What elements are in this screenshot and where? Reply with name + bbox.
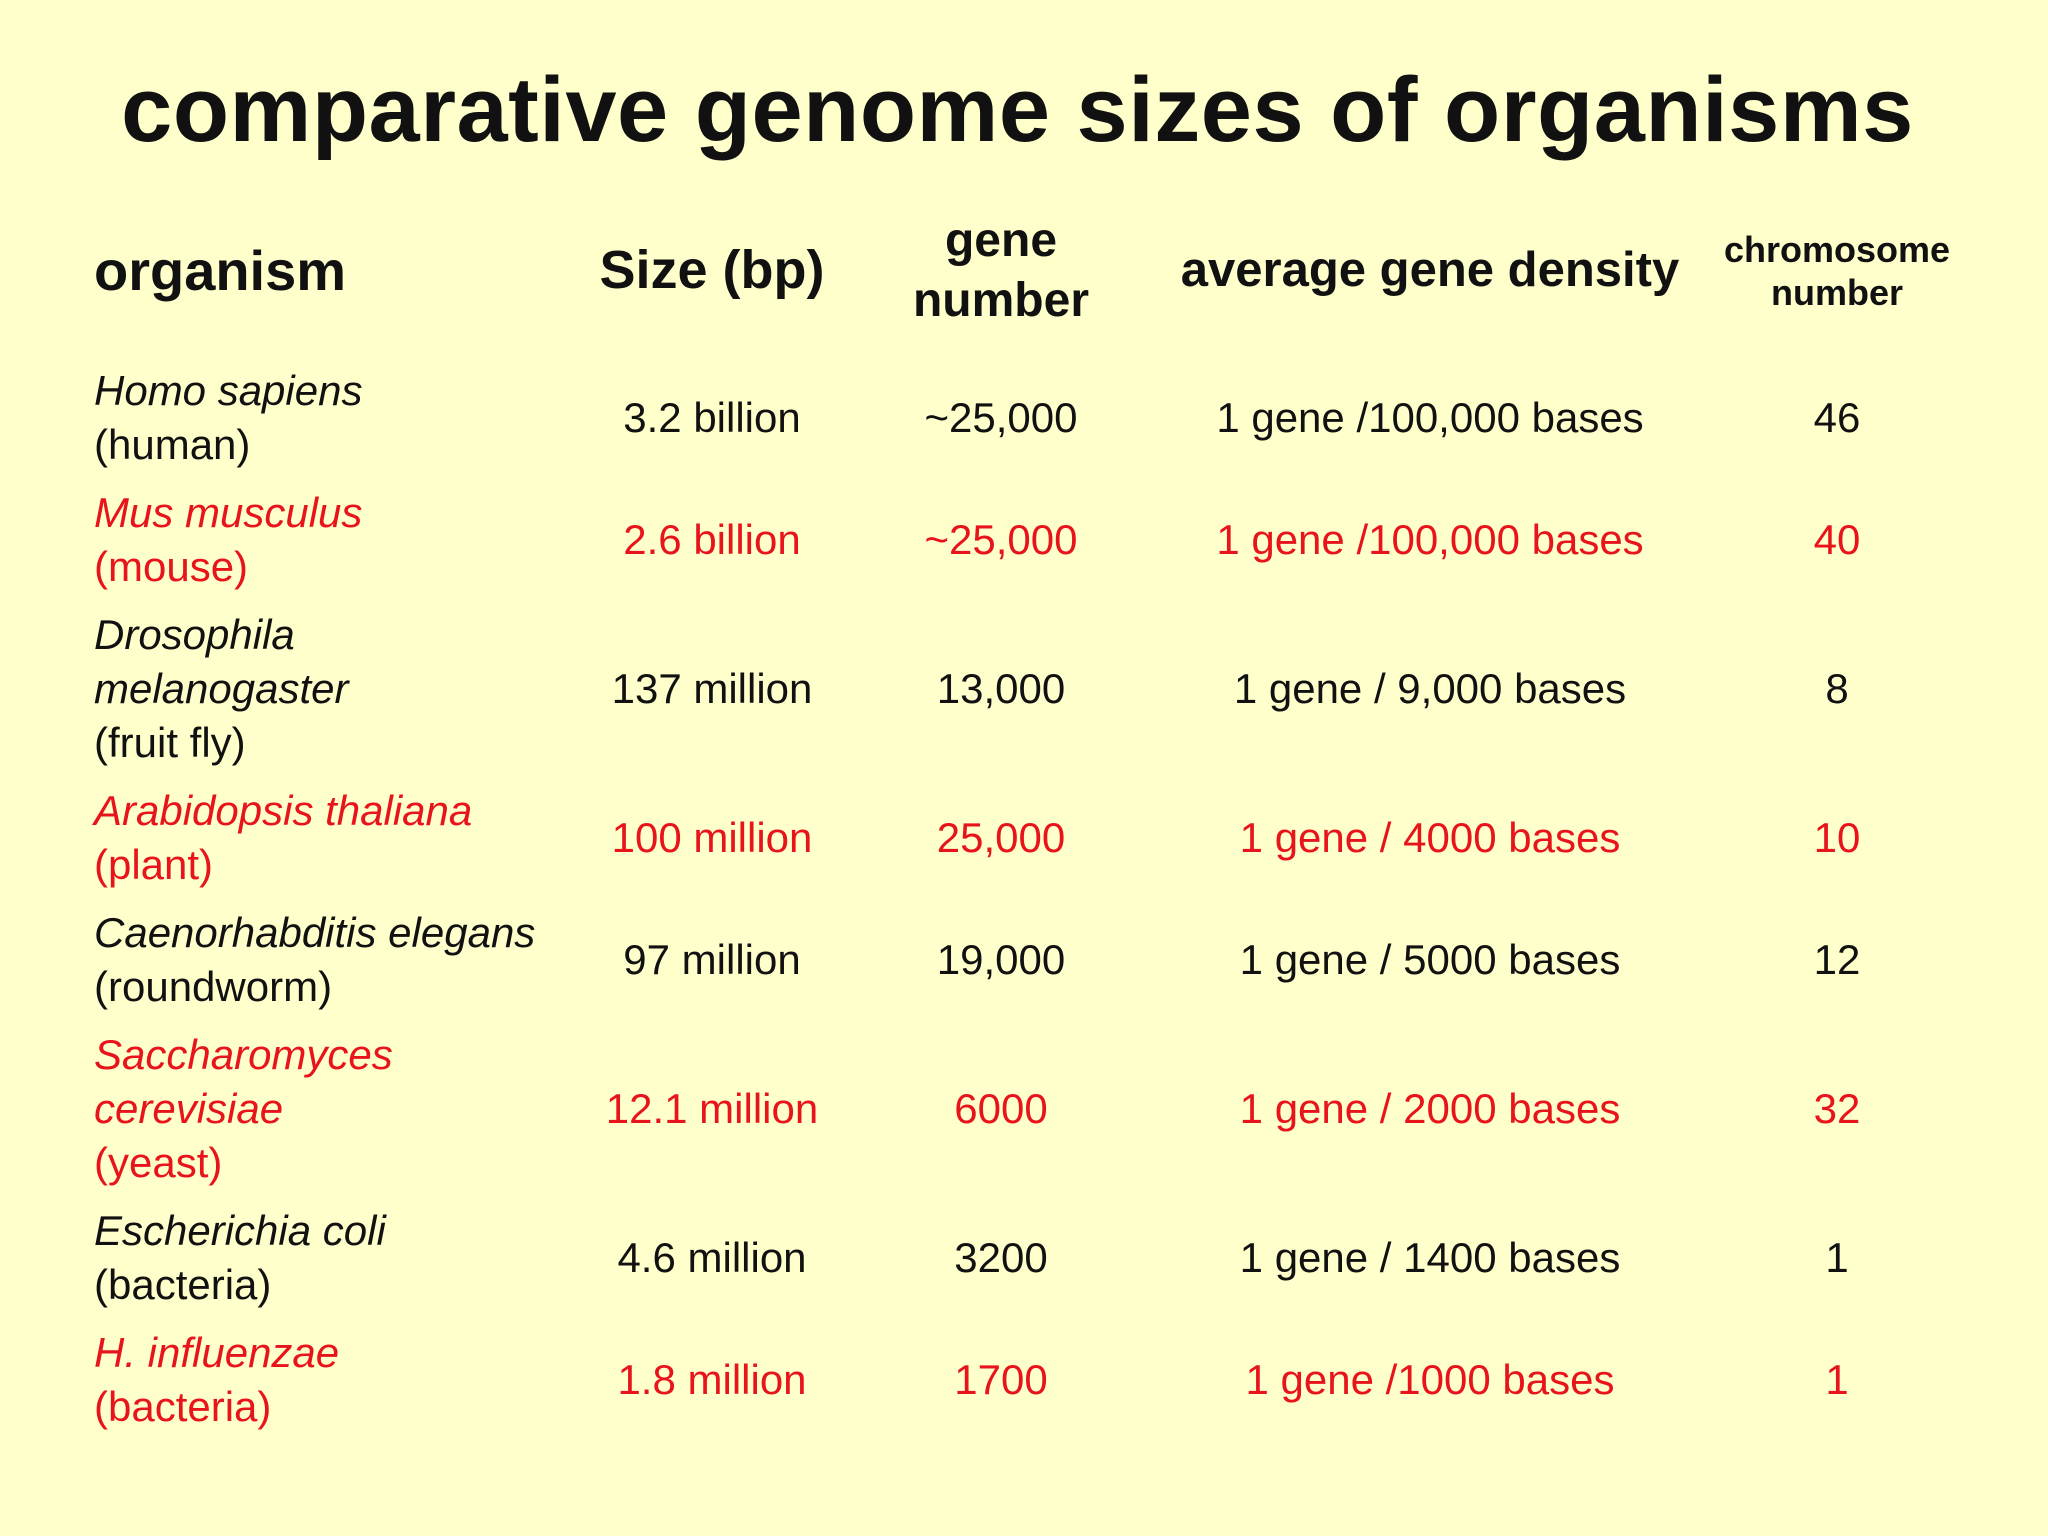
common-name: (roundworm) bbox=[94, 963, 333, 1010]
chromosome-number-cell: 46 bbox=[1813, 394, 1861, 441]
table-row: Arabidopsis thaliana (plant) 100 million 25… bbox=[80, 777, 1968, 899]
organism-cell: Escherichia coli (bacteria) bbox=[80, 1197, 576, 1319]
table-row: Mus musculus (mouse) 2.6 billion ~25,000 1 g… bbox=[80, 479, 1968, 601]
common-name: (mouse) bbox=[94, 543, 249, 590]
size-cell: 3.2 billion bbox=[623, 394, 801, 441]
size-cell: 137 million bbox=[611, 665, 813, 712]
scientific-name: melanogaster bbox=[94, 665, 349, 712]
table-row: Escherichia coli (bacteria) 4.6 million 320… bbox=[80, 1197, 1968, 1319]
gene-number-cell: 1700 bbox=[954, 1356, 1048, 1403]
gene-density-cell: 1 gene / 5000 bases bbox=[1239, 936, 1621, 983]
size-cell: 97 million bbox=[623, 936, 801, 983]
organism-cell: Homo sapiens (human) bbox=[80, 346, 576, 479]
header-chromosome-number: chromosome number bbox=[1706, 196, 1968, 346]
gene-density-cell: 1 gene / 1400 bases bbox=[1239, 1234, 1621, 1281]
common-name: (yeast) bbox=[94, 1139, 223, 1186]
size-cell: 100 million bbox=[611, 814, 813, 861]
header-chromosome-number-line-1: chromosome bbox=[1723, 228, 1951, 270]
organism-cell: Arabidopsis thaliana (plant) bbox=[80, 777, 576, 899]
scientific-name: Mus musculus bbox=[94, 489, 363, 536]
header-chromosome-number-line-2: number bbox=[1770, 272, 1903, 313]
organism-cell: Drosophila melanogaster (fruit fly) bbox=[80, 601, 576, 777]
scientific-name: Escherichia coli bbox=[94, 1207, 386, 1254]
common-name: (human) bbox=[94, 421, 251, 468]
common-name: (fruit fly) bbox=[94, 719, 246, 766]
header-gene-number-line-1: gene bbox=[944, 214, 1058, 267]
chromosome-number-cell: 8 bbox=[1825, 665, 1849, 712]
gene-density-cell: 1 gene / 4000 bases bbox=[1239, 814, 1621, 861]
common-name: (bacteria) bbox=[94, 1261, 272, 1308]
table-row: Caenorhabditis elegans (roundworm) 97 mill… bbox=[80, 899, 1968, 1021]
table-row: Drosophila melanogaster (fruit fly) 137 mil… bbox=[80, 601, 1968, 777]
chromosome-number-cell: 32 bbox=[1813, 1085, 1861, 1132]
scientific-name: Arabidopsis thaliana bbox=[94, 787, 473, 834]
chromosome-number-cell: 10 bbox=[1813, 814, 1861, 861]
scientific-name: cerevisiae bbox=[94, 1085, 284, 1132]
organism-cell: H. influenzae (bacteria) bbox=[80, 1319, 576, 1441]
gene-number-cell: 3200 bbox=[954, 1234, 1048, 1281]
scientific-name: Homo sapiens bbox=[94, 367, 363, 414]
common-name: (bacteria) bbox=[94, 1383, 272, 1430]
organism-cell: Caenorhabditis elegans (roundworm) bbox=[80, 899, 576, 1021]
common-name: (plant) bbox=[94, 841, 214, 888]
scientific-name: H. influenzae bbox=[94, 1329, 340, 1376]
size-cell: 2.6 billion bbox=[623, 516, 801, 563]
size-cell: 12.1 million bbox=[605, 1085, 819, 1132]
organism-cell: Saccharomyces cerevisiae (yeast) bbox=[80, 1021, 576, 1197]
gene-density-cell: 1 gene / 9,000 bases bbox=[1233, 665, 1627, 712]
table-body: Homo sapiens (human) 3.2 billion ~25,000 1 g… bbox=[80, 346, 1968, 1441]
gene-number-cell: 6000 bbox=[954, 1085, 1048, 1132]
size-cell: 4.6 million bbox=[617, 1234, 807, 1281]
gene-density-cell: 1 gene /1000 bases bbox=[1245, 1356, 1615, 1403]
gene-number-cell: 25,000 bbox=[936, 814, 1066, 861]
header-gene-number: gene number bbox=[848, 196, 1154, 346]
gene-density-cell: 1 gene / 2000 bases bbox=[1239, 1085, 1621, 1132]
header-gene-density: average gene density bbox=[1180, 243, 1680, 298]
genome-table: organism Size (bp) gene number average g… bbox=[80, 196, 1968, 1441]
chromosome-number-cell: 1 bbox=[1825, 1234, 1849, 1281]
chromosome-number-cell: 12 bbox=[1813, 936, 1861, 983]
table-row: Saccharomyces cerevisiae (yeast) 12.1 milli… bbox=[80, 1021, 1968, 1197]
scientific-name: Caenorhabditis elegans bbox=[94, 909, 536, 956]
header-gene-number-line-2: number bbox=[912, 274, 1089, 327]
chromosome-number-cell: 1 bbox=[1825, 1356, 1849, 1403]
slide-title: comparative genome sizes of organisms bbox=[121, 59, 1914, 161]
organism-cell: Mus musculus (mouse) bbox=[80, 479, 576, 601]
header-organism: organism bbox=[94, 239, 347, 303]
table-row: Homo sapiens (human) 3.2 billion ~25,000 1 g… bbox=[80, 346, 1968, 479]
scientific-name: Saccharomyces bbox=[94, 1031, 393, 1078]
gene-number-cell: ~25,000 bbox=[924, 394, 1078, 441]
gene-number-cell: ~25,000 bbox=[924, 516, 1078, 563]
chromosome-number-cell: 40 bbox=[1813, 516, 1861, 563]
size-cell: 1.8 million bbox=[617, 1356, 807, 1403]
gene-density-cell: 1 gene /100,000 bases bbox=[1216, 394, 1644, 441]
gene-density-cell: 1 gene /100,000 bases bbox=[1216, 516, 1644, 563]
header-size: Size (bp) bbox=[599, 240, 825, 301]
scientific-name: Drosophila bbox=[94, 611, 295, 658]
gene-number-cell: 19,000 bbox=[936, 936, 1066, 983]
table-header-row: organism Size (bp) gene number average g… bbox=[80, 196, 1968, 346]
gene-number-cell: 13,000 bbox=[936, 665, 1066, 712]
table-row: H. influenzae (bacteria) 1.8 million 1700 1 … bbox=[80, 1319, 1968, 1441]
